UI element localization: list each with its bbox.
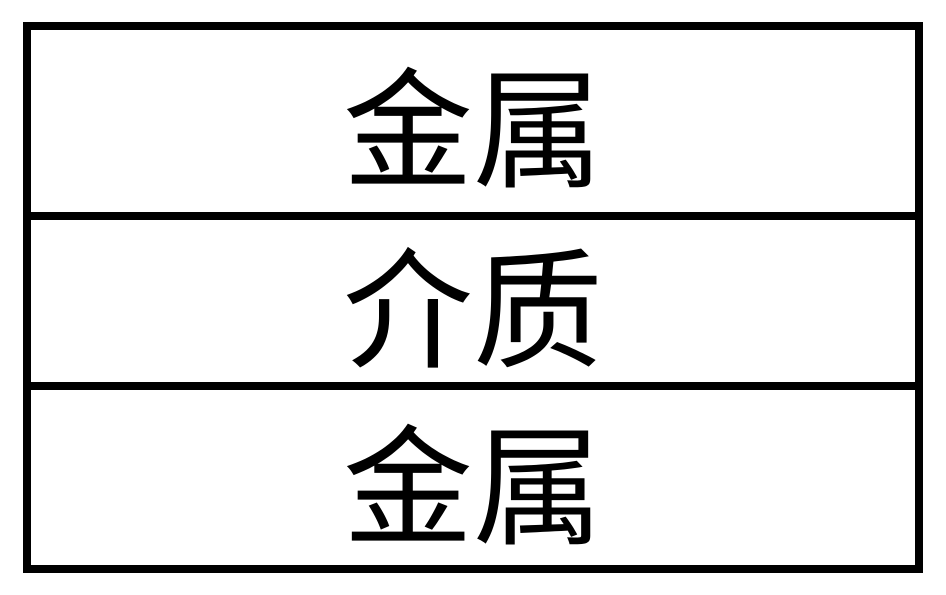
layer-top-metal: 金属 bbox=[31, 30, 915, 220]
layer-label: 金属 bbox=[343, 27, 603, 215]
layer-bottom-metal: 金属 bbox=[31, 390, 915, 565]
layer-middle-dielectric: 介质 bbox=[31, 220, 915, 390]
layer-label: 金属 bbox=[343, 384, 603, 572]
layer-stack-diagram: 金属 介质 金属 bbox=[23, 22, 923, 573]
layer-label: 介质 bbox=[343, 207, 603, 395]
